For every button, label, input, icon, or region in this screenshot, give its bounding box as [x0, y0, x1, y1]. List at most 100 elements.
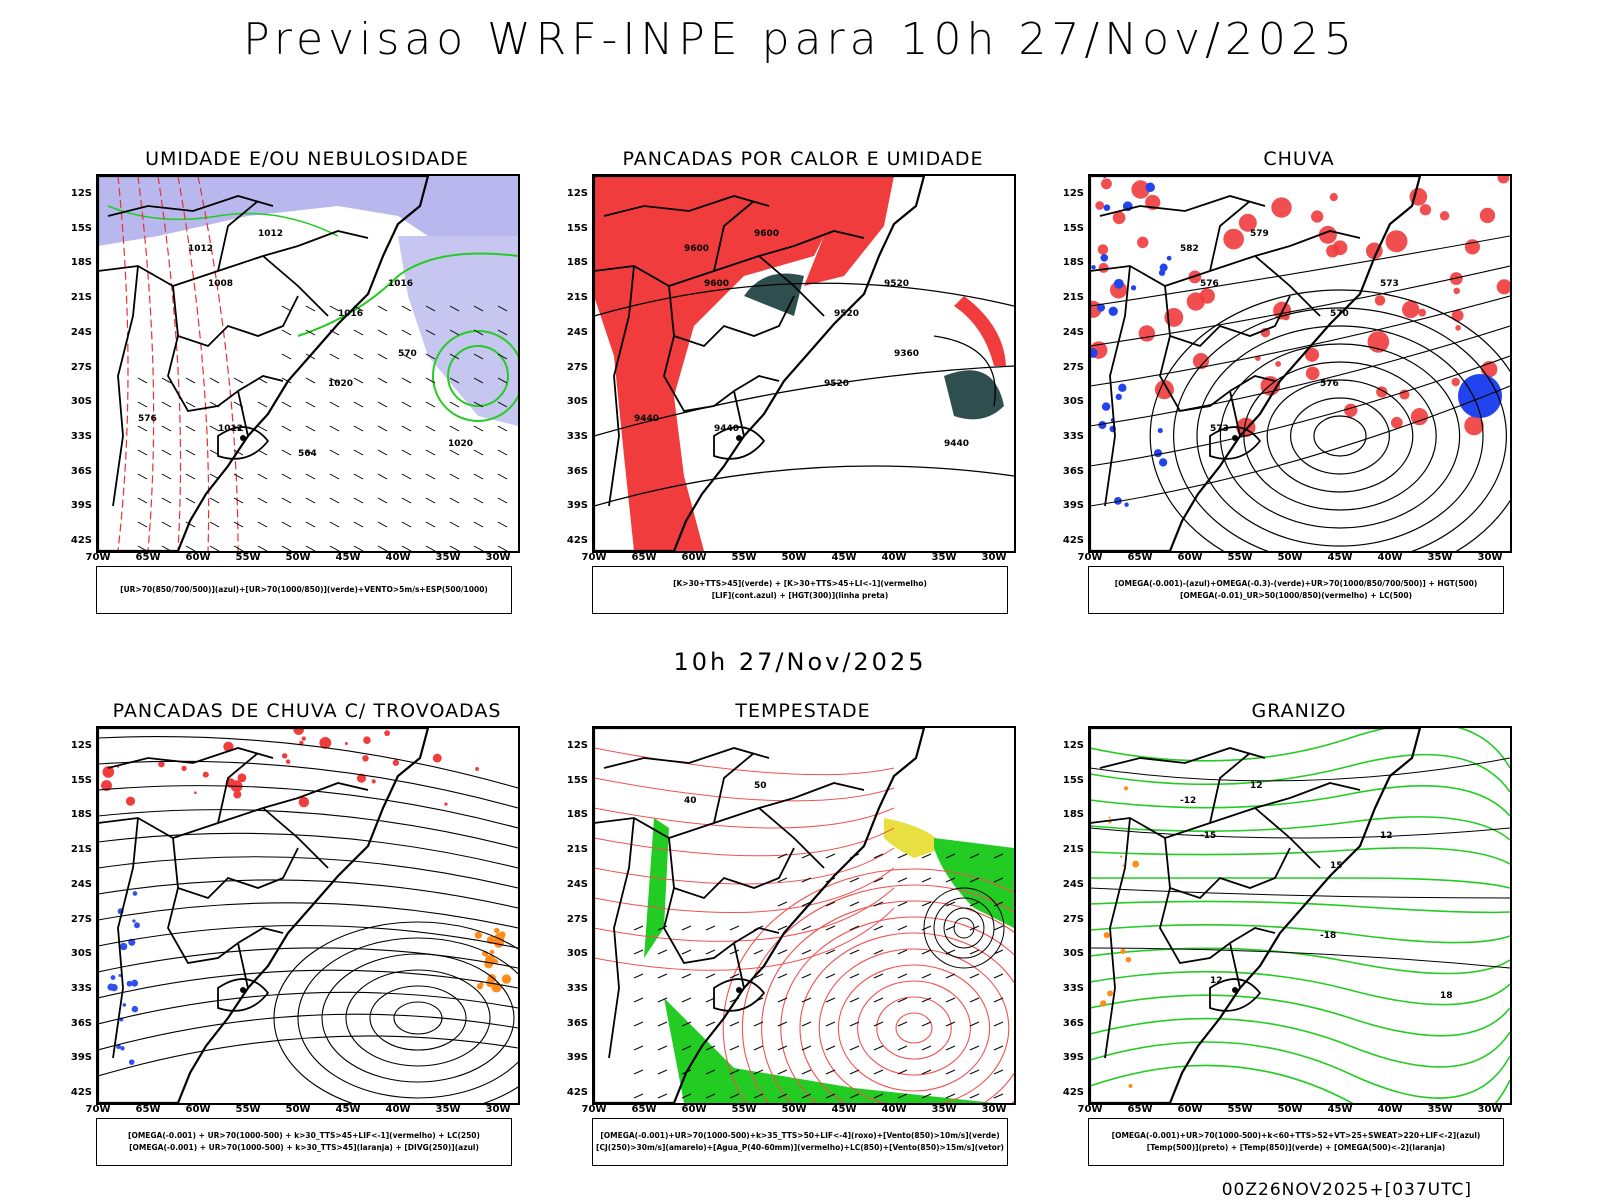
- lat-tick-label: 42S: [70, 1087, 92, 1098]
- lat-tick-label: 30S: [566, 396, 588, 408]
- legend-box: [OMEGA(-0.001)+UR>70(1000-500)+k<60+TTS>…: [1088, 1118, 1504, 1166]
- coastline-borders: [98, 176, 430, 551]
- map-panel-6: GRANIZO 12S 15S 18S 21S 24S 27S 30S 33S 36S 39S 42S…: [1052, 700, 1542, 1188]
- lon-tick-label: 40W: [881, 552, 907, 563]
- lat-tick-label: 30S: [1062, 948, 1084, 960]
- lon-tick-label: 35W: [435, 1104, 461, 1115]
- contour-label: 576: [1320, 379, 1339, 389]
- lat-tick-label: 21S: [70, 844, 92, 856]
- lat-tick-label: 39S: [1062, 500, 1084, 512]
- lon-tick-label: 55W: [731, 1104, 757, 1115]
- lat-tick-label: 24S: [566, 326, 588, 338]
- lat-tick-label: 18S: [566, 809, 588, 821]
- lat-tick-label: 33S: [70, 982, 92, 994]
- lat-tick-label: 12S: [566, 740, 588, 751]
- lon-tick-label: 30W: [1477, 1104, 1503, 1115]
- lat-tick-label: 27S: [1062, 913, 1084, 925]
- lon-tick-label: 70W: [1077, 1104, 1103, 1115]
- lat-tick-label: 12S: [1062, 188, 1084, 199]
- legend-line: [OMEGA(-0.001)-(azul)+OMEGA(-0.3)-(verde…: [1114, 579, 1478, 588]
- lat-tick-label: 27S: [566, 913, 588, 925]
- lat-tick-label: 39S: [566, 1052, 588, 1064]
- lon-tick-label: 35W: [1427, 552, 1453, 563]
- contour-label: 1016: [338, 309, 363, 319]
- lat-tick-label: 21S: [566, 844, 588, 856]
- contour-label: 564: [298, 449, 317, 459]
- lat-tick-label: 15S: [566, 222, 588, 234]
- contour-label: 50: [754, 781, 767, 791]
- lat-tick-label: 12S: [566, 188, 588, 199]
- lon-tick-label: 45W: [1327, 552, 1353, 563]
- map-canvas: 40 50: [594, 728, 1014, 1103]
- lat-tick-label: 24S: [70, 326, 92, 338]
- lon-tick-label: 50W: [285, 1104, 311, 1115]
- contour-label: 9440: [944, 439, 969, 449]
- lon-tick-label: 45W: [831, 552, 857, 563]
- forecast-map: 9600 9600 9600 9520 9520 9520 9440 9440 9440 9360: [592, 174, 1016, 553]
- contour-label: 40: [684, 796, 697, 806]
- lon-tick-label: 60W: [681, 552, 707, 563]
- legend-line: [Temp(500)](preto) + [Temp(850)](verde) …: [1146, 1143, 1446, 1152]
- lat-tick-label: 30S: [1062, 396, 1084, 408]
- lon-tick-label: 40W: [881, 1104, 907, 1115]
- map-panel-4: PANCADAS DE CHUVA C/ TROVOADAS 12S 15S 18S 2…: [60, 700, 550, 1188]
- lat-tick-label: 12S: [70, 740, 92, 751]
- lon-tick-label: 35W: [435, 552, 461, 563]
- map-canvas: [98, 728, 518, 1103]
- lat-tick-label: 36S: [1062, 1017, 1084, 1029]
- lon-tick-label: 55W: [235, 1104, 261, 1115]
- contour-label: 15: [1330, 861, 1343, 871]
- lat-tick-label: 39S: [70, 500, 92, 512]
- contour-label: 1012: [188, 244, 213, 254]
- contour-label: 570: [1330, 309, 1349, 319]
- lon-tick-label: 55W: [1227, 1104, 1253, 1115]
- contour-label: 1020: [328, 379, 353, 389]
- contour-label: 9440: [634, 414, 659, 424]
- forecast-map: 1012 1012 1008 1016 1016 1020 1012 1020 576 570 56…: [96, 174, 520, 553]
- forecast-map: [96, 726, 520, 1105]
- lon-tick-label: 50W: [781, 552, 807, 563]
- lon-tick-label: 55W: [1227, 552, 1253, 563]
- contour-label: 576: [1200, 279, 1219, 289]
- panel-title: PANCADAS POR CALOR E UMIDADE: [622, 148, 984, 170]
- legend-line: [K>30+TTS>45](verde) + [K>30+TTS>45+LI<-…: [673, 579, 927, 588]
- lon-tick-label: 45W: [831, 1104, 857, 1115]
- lon-tick-label: 65W: [631, 552, 657, 563]
- contour-label: 9600: [704, 279, 729, 289]
- forecast-map: 582 579 576 573 570 576 573: [1088, 174, 1512, 553]
- lon-tick-label: 30W: [485, 552, 511, 563]
- lat-tick-label: 27S: [566, 361, 588, 373]
- lat-tick-label: 18S: [1062, 257, 1084, 269]
- contour-label: 579: [1250, 229, 1269, 239]
- coastline-borders: [98, 728, 430, 1103]
- lat-tick-label: 12S: [70, 188, 92, 199]
- lat-tick-label: 21S: [566, 292, 588, 304]
- lat-tick-label: 27S: [1062, 361, 1084, 373]
- contour-label: -12: [1180, 796, 1196, 806]
- lat-tick-label: 36S: [70, 465, 92, 477]
- map-canvas: -12 12 -15 12 15 -18 12 18: [1090, 728, 1510, 1103]
- contour-label: 9360: [894, 349, 919, 359]
- lon-tick-label: 50W: [1277, 552, 1303, 563]
- lat-tick-label: 21S: [1062, 292, 1084, 304]
- lat-tick-label: 36S: [566, 465, 588, 477]
- lon-tick-label: 50W: [285, 552, 311, 563]
- lat-tick-label: 42S: [1062, 535, 1084, 546]
- lon-tick-label: 40W: [1377, 1104, 1403, 1115]
- lon-tick-label: 60W: [185, 552, 211, 563]
- lat-tick-label: 39S: [1062, 1052, 1084, 1064]
- lat-tick-label: 36S: [70, 1017, 92, 1029]
- lon-tick-label: 35W: [1427, 1104, 1453, 1115]
- lat-tick-label: 24S: [566, 878, 588, 890]
- contour-label: -15: [1200, 831, 1216, 841]
- contour-label: 1016: [388, 279, 413, 289]
- run-footer: 00Z26NOV2025+[037UTC]: [1221, 1180, 1472, 1200]
- lon-tick-label: 60W: [681, 1104, 707, 1115]
- lon-tick-label: 60W: [185, 1104, 211, 1115]
- lon-tick-label: 65W: [1127, 552, 1153, 563]
- lon-tick-label: 70W: [85, 552, 111, 563]
- panel-title: PANCADAS DE CHUVA C/ TROVOADAS: [112, 700, 502, 722]
- field-shading: [98, 728, 518, 1103]
- lat-tick-label: 33S: [1062, 430, 1084, 442]
- forecast-map: 40 50: [592, 726, 1016, 1105]
